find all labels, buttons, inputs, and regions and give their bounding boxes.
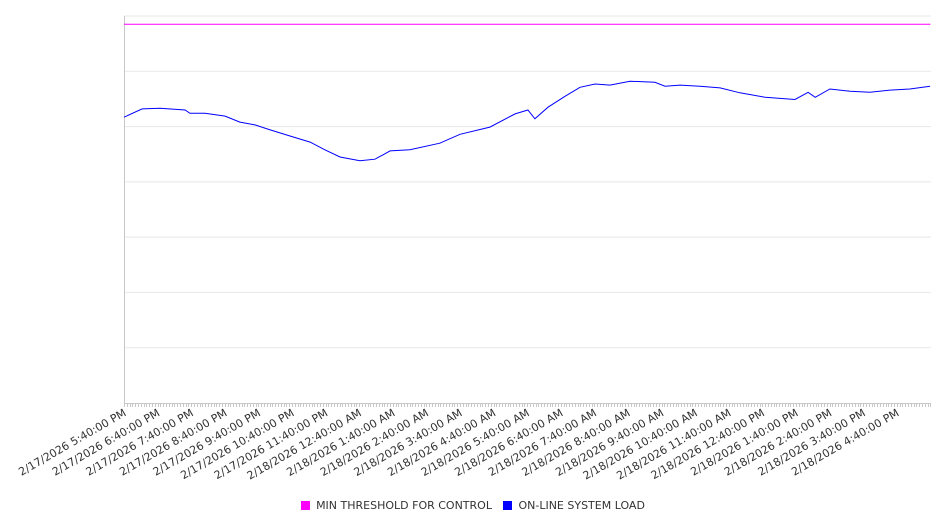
legend-item-system-load[interactable]: ON-LINE SYSTEM LOAD [503, 499, 645, 512]
series-lines [123, 23, 931, 162]
legend-item-threshold[interactable]: MIN THRESHOLD FOR CONTROL [301, 499, 492, 512]
legend-swatch-system-load [503, 501, 513, 510]
legend-label-system-load: ON-LINE SYSTEM LOAD [518, 499, 645, 512]
system-load-line [123, 80, 931, 162]
gridlines [124, 15, 931, 349]
legend-label-threshold: MIN THRESHOLD FOR CONTROL [316, 499, 492, 512]
x-axis-ticks [124, 403, 931, 407]
legend: MIN THRESHOLD FOR CONTROL ON-LINE SYSTEM… [0, 499, 946, 513]
legend-swatch-threshold [301, 501, 311, 510]
x-axis-labels: 2/17/2026 5:40:00 PM2/17/2026 6:40:00 PM… [16, 406, 901, 482]
axes [124, 16, 931, 404]
